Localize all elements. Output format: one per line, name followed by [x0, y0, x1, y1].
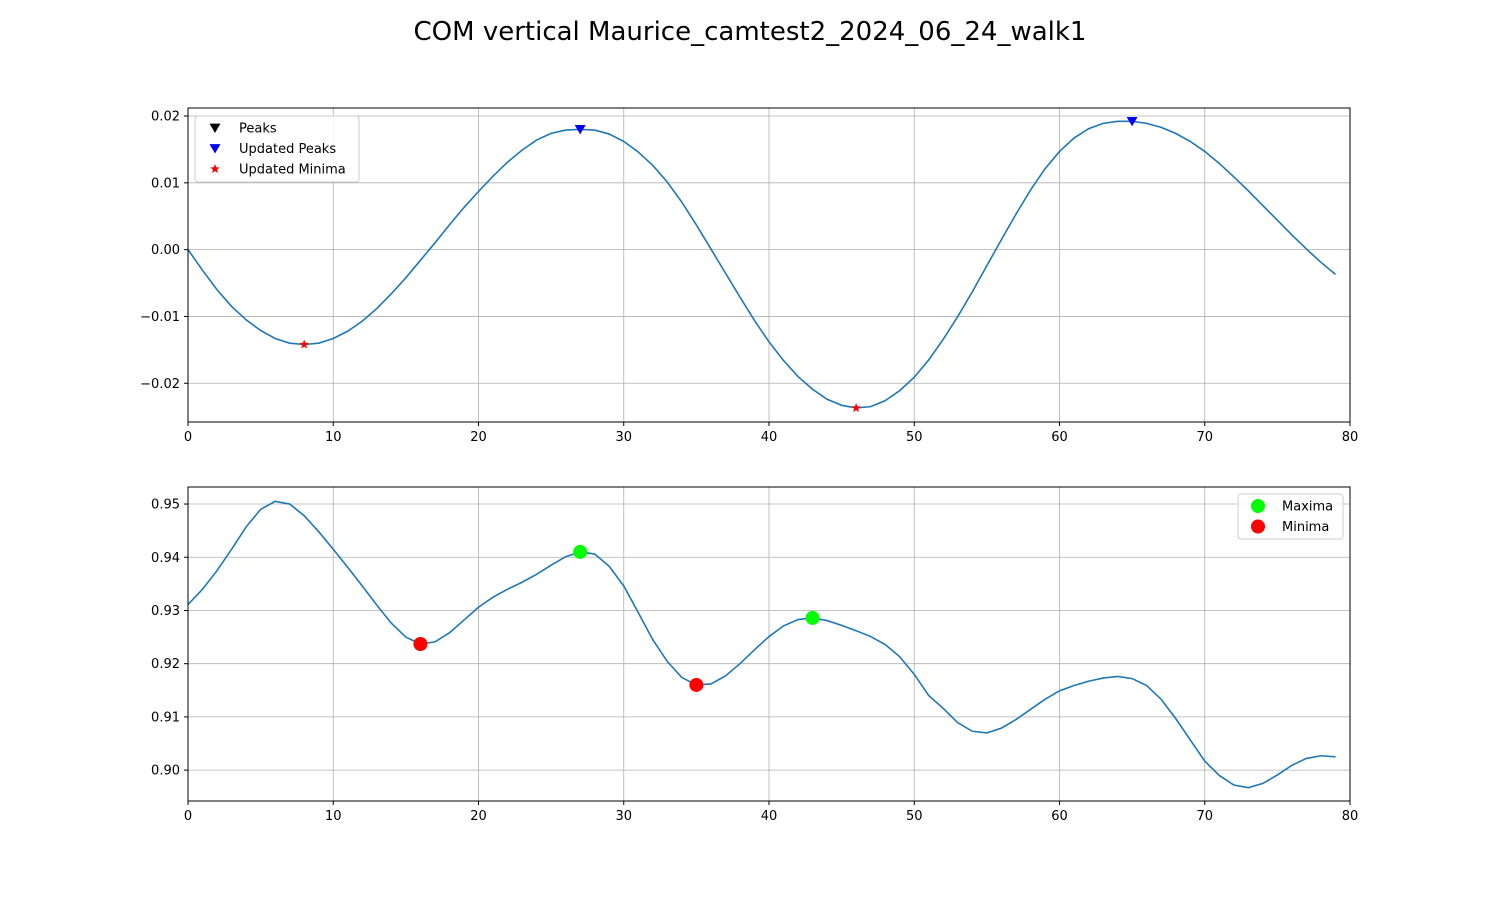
updated-minima-marker: [851, 402, 861, 413]
x-tick-label: 70: [1196, 809, 1213, 824]
y-tick-label: 0.92: [151, 657, 180, 672]
y-tick-label: 0.00: [151, 243, 180, 258]
updated-peaks-marker: [1126, 116, 1138, 127]
series-line: [188, 120, 1336, 409]
x-tick-label: 30: [615, 809, 632, 824]
top-subplot: 0 10 20 30 40 50 60 70 80 −0.02 −0.01 0.00 0.01 0.02 P…: [140, 107, 1359, 445]
legend: Maxima Minima: [1237, 493, 1344, 540]
x-tick-label: 60: [1051, 430, 1068, 445]
legend-label: Peaks: [239, 122, 277, 137]
x-tick-label: 40: [761, 809, 778, 824]
x-tick-label: 80: [1342, 809, 1359, 824]
x-tick-label: 40: [761, 430, 778, 445]
y-tick-label: −0.02: [140, 377, 180, 392]
figure-title: COM vertical Maurice_camtest2_2024_06_24…: [414, 17, 1087, 47]
y-tick-label: 0.94: [151, 551, 180, 566]
updated-peaks-marker: [574, 124, 586, 135]
legend-label: Updated Peaks: [239, 142, 336, 157]
y-tick-label: 0.93: [151, 604, 180, 619]
series-line: [188, 500, 1336, 789]
maxima-marker: [573, 544, 588, 559]
x-tick-label: 20: [470, 430, 487, 445]
maxima-marker: [805, 610, 820, 625]
y-tick-label: 0.91: [151, 710, 180, 725]
minima-marker: [689, 677, 704, 692]
x-tick-label: 30: [615, 430, 632, 445]
x-tick-label: 20: [470, 809, 487, 824]
legend-marker: [209, 123, 221, 133]
x-tick-label: 50: [906, 430, 923, 445]
x-tick-label: 50: [906, 809, 923, 824]
y-tick-label: −0.01: [140, 310, 180, 325]
x-tick-label: 10: [325, 809, 342, 824]
x-tick-label: 0: [184, 809, 192, 824]
x-tick-label: 10: [325, 430, 342, 445]
legend-marker: [1251, 499, 1265, 513]
legend-marker: [209, 144, 221, 154]
x-tick-label: 70: [1196, 430, 1213, 445]
y-tick-label: 0.90: [151, 764, 180, 779]
legend-label: Updated Minima: [239, 163, 346, 178]
updated-minima-marker: [299, 339, 309, 349]
legend-marker: [210, 164, 220, 174]
x-tick-label: 60: [1051, 809, 1068, 824]
x-tick-label: 0: [184, 430, 192, 445]
bottom-subplot: 0 10 20 30 40 50 60 70 80 0.90 0.91 0.92 0.93 0.94 0.9…: [151, 486, 1359, 824]
y-tick-label: 0.01: [151, 176, 180, 191]
legend-label: Maxima: [1282, 500, 1333, 515]
legend: Peaks Updated Peaks Updated Minima: [194, 115, 360, 183]
y-tick-label: 0.95: [151, 498, 180, 513]
y-tick-label: 0.02: [151, 110, 180, 125]
legend-marker: [1251, 519, 1265, 534]
legend-box: [194, 115, 360, 183]
minima-marker: [413, 637, 428, 651]
x-tick-label: 80: [1342, 430, 1359, 445]
legend-label: Minima: [1282, 520, 1329, 535]
